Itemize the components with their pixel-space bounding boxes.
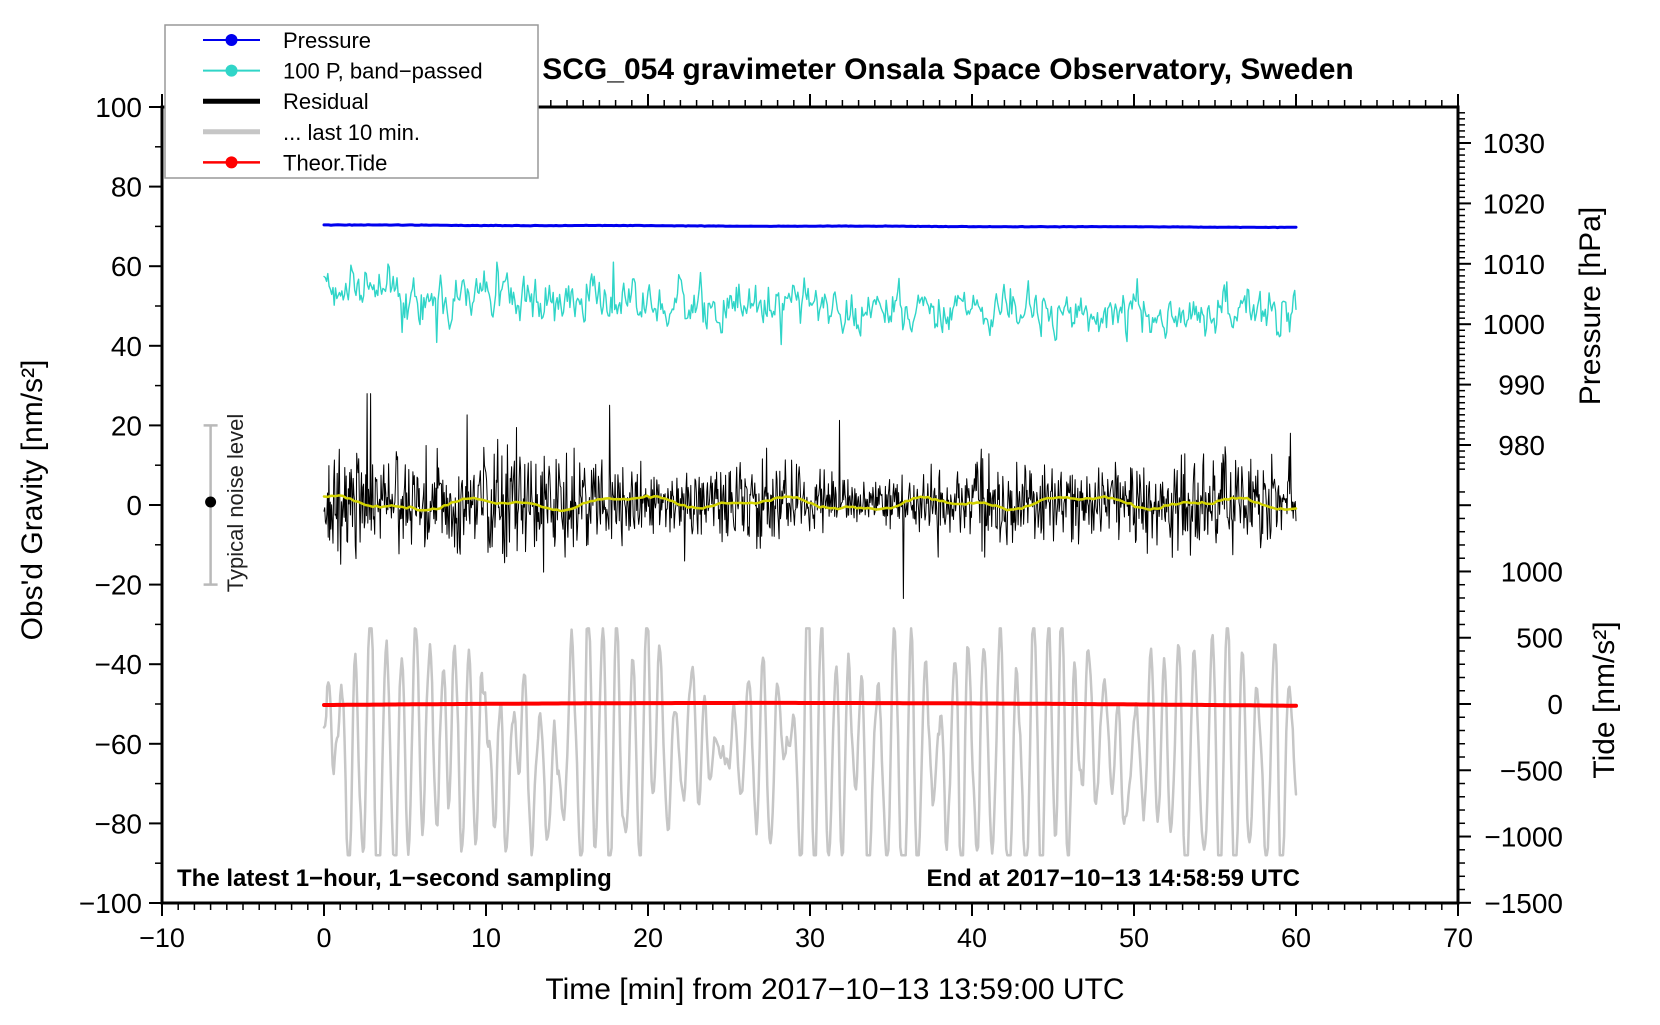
typical-noise-level-label: Typical noise level [223,414,248,593]
legend-sample-dot [225,156,238,169]
pressure-tick-label: 1020 [1483,188,1545,219]
gravity-tick-label: 40 [111,331,142,362]
gravity-tick-label: 20 [111,410,142,441]
plot-frame [160,105,1460,905]
pressure-tick-label: 980 [1498,430,1545,461]
tide-tick-label: −1000 [1484,822,1563,853]
x-axis-title: Time [min] from 2017−10−13 13:59:00 UTC [545,973,1124,1006]
gravity-tick-label: −100 [79,888,142,919]
x-tick-label: 70 [1443,923,1473,953]
legend-sample-dot [225,34,238,46]
gravity-axis-title: Obs'd Gravity [nm/s²] [16,360,49,641]
legend-entry-label: ... last 10 min. [283,120,420,145]
pressure-axis-title: Pressure [hPa] [1574,207,1607,405]
legend-entry-label: 100 P, band−passed [283,59,483,84]
x-tick-label: 40 [957,923,987,953]
gravity-tick-label: −80 [95,808,143,839]
gravity-tick-label: 0 [126,490,142,521]
pressure-tick-label: 1030 [1483,128,1545,159]
legend-entry-label: Residual [283,89,369,114]
x-tick-label: 0 [316,923,331,953]
x-tick-label: 60 [1281,923,1311,953]
x-tick-label: 30 [795,923,825,953]
pressure-tick-label: 990 [1498,370,1545,401]
chart-title: SCG_054 gravimeter Onsala Space Observat… [542,53,1354,86]
series-100p-bandpassed [323,261,1297,346]
x-tick-label: 50 [1119,923,1149,953]
x-tick-label: 10 [471,923,501,953]
series-pressure [322,223,1298,230]
legend-sample-dot [225,64,238,77]
sampling-annotation: The latest 1−hour, 1−second sampling [177,865,612,892]
x-tick-label: 20 [633,923,663,953]
series-theor-tide [322,700,1298,708]
tide-tick-label: 0 [1547,689,1563,720]
noise-dot [205,496,217,508]
x-tick-label: −10 [139,923,185,953]
pressure-tick-label: 1000 [1483,309,1545,340]
series-residual-smoothed [322,494,1298,513]
legend: Pressure 100 P, band−passed Residual ... la… [164,24,539,179]
legend-entry-label: Pressure [283,28,371,53]
gravity-tick-label: −60 [95,729,143,760]
tide-tick-label: −500 [1500,755,1563,786]
tide-axis-title: Tide [nm/s²] [1588,621,1621,778]
gravity-tick-label: 60 [111,251,142,282]
end-time-annotation: End at 2017−10−13 14:58:59 UTC [926,865,1300,892]
gravity-tick-label: −20 [95,570,143,601]
gravity-tick-label: 100 [95,92,142,123]
axes-layer: −10 0 10 20 30 40 50 60 70100806040200−20−40−60−… [79,92,1563,953]
series-residual [323,393,1297,599]
tide-tick-label: −1500 [1484,888,1563,919]
tide-tick-label: 500 [1516,623,1563,654]
gravity-tick-label: 80 [111,172,142,203]
series-last-10-min [322,627,1298,857]
legend-entry-label: Theor.Tide [283,150,387,175]
series-layer [322,223,1298,857]
pressure-tick-label: 1010 [1483,249,1545,280]
gravity-tick-label: −40 [95,649,143,680]
tide-tick-label: 1000 [1501,556,1563,587]
typical-noise-level-marker [203,424,218,586]
